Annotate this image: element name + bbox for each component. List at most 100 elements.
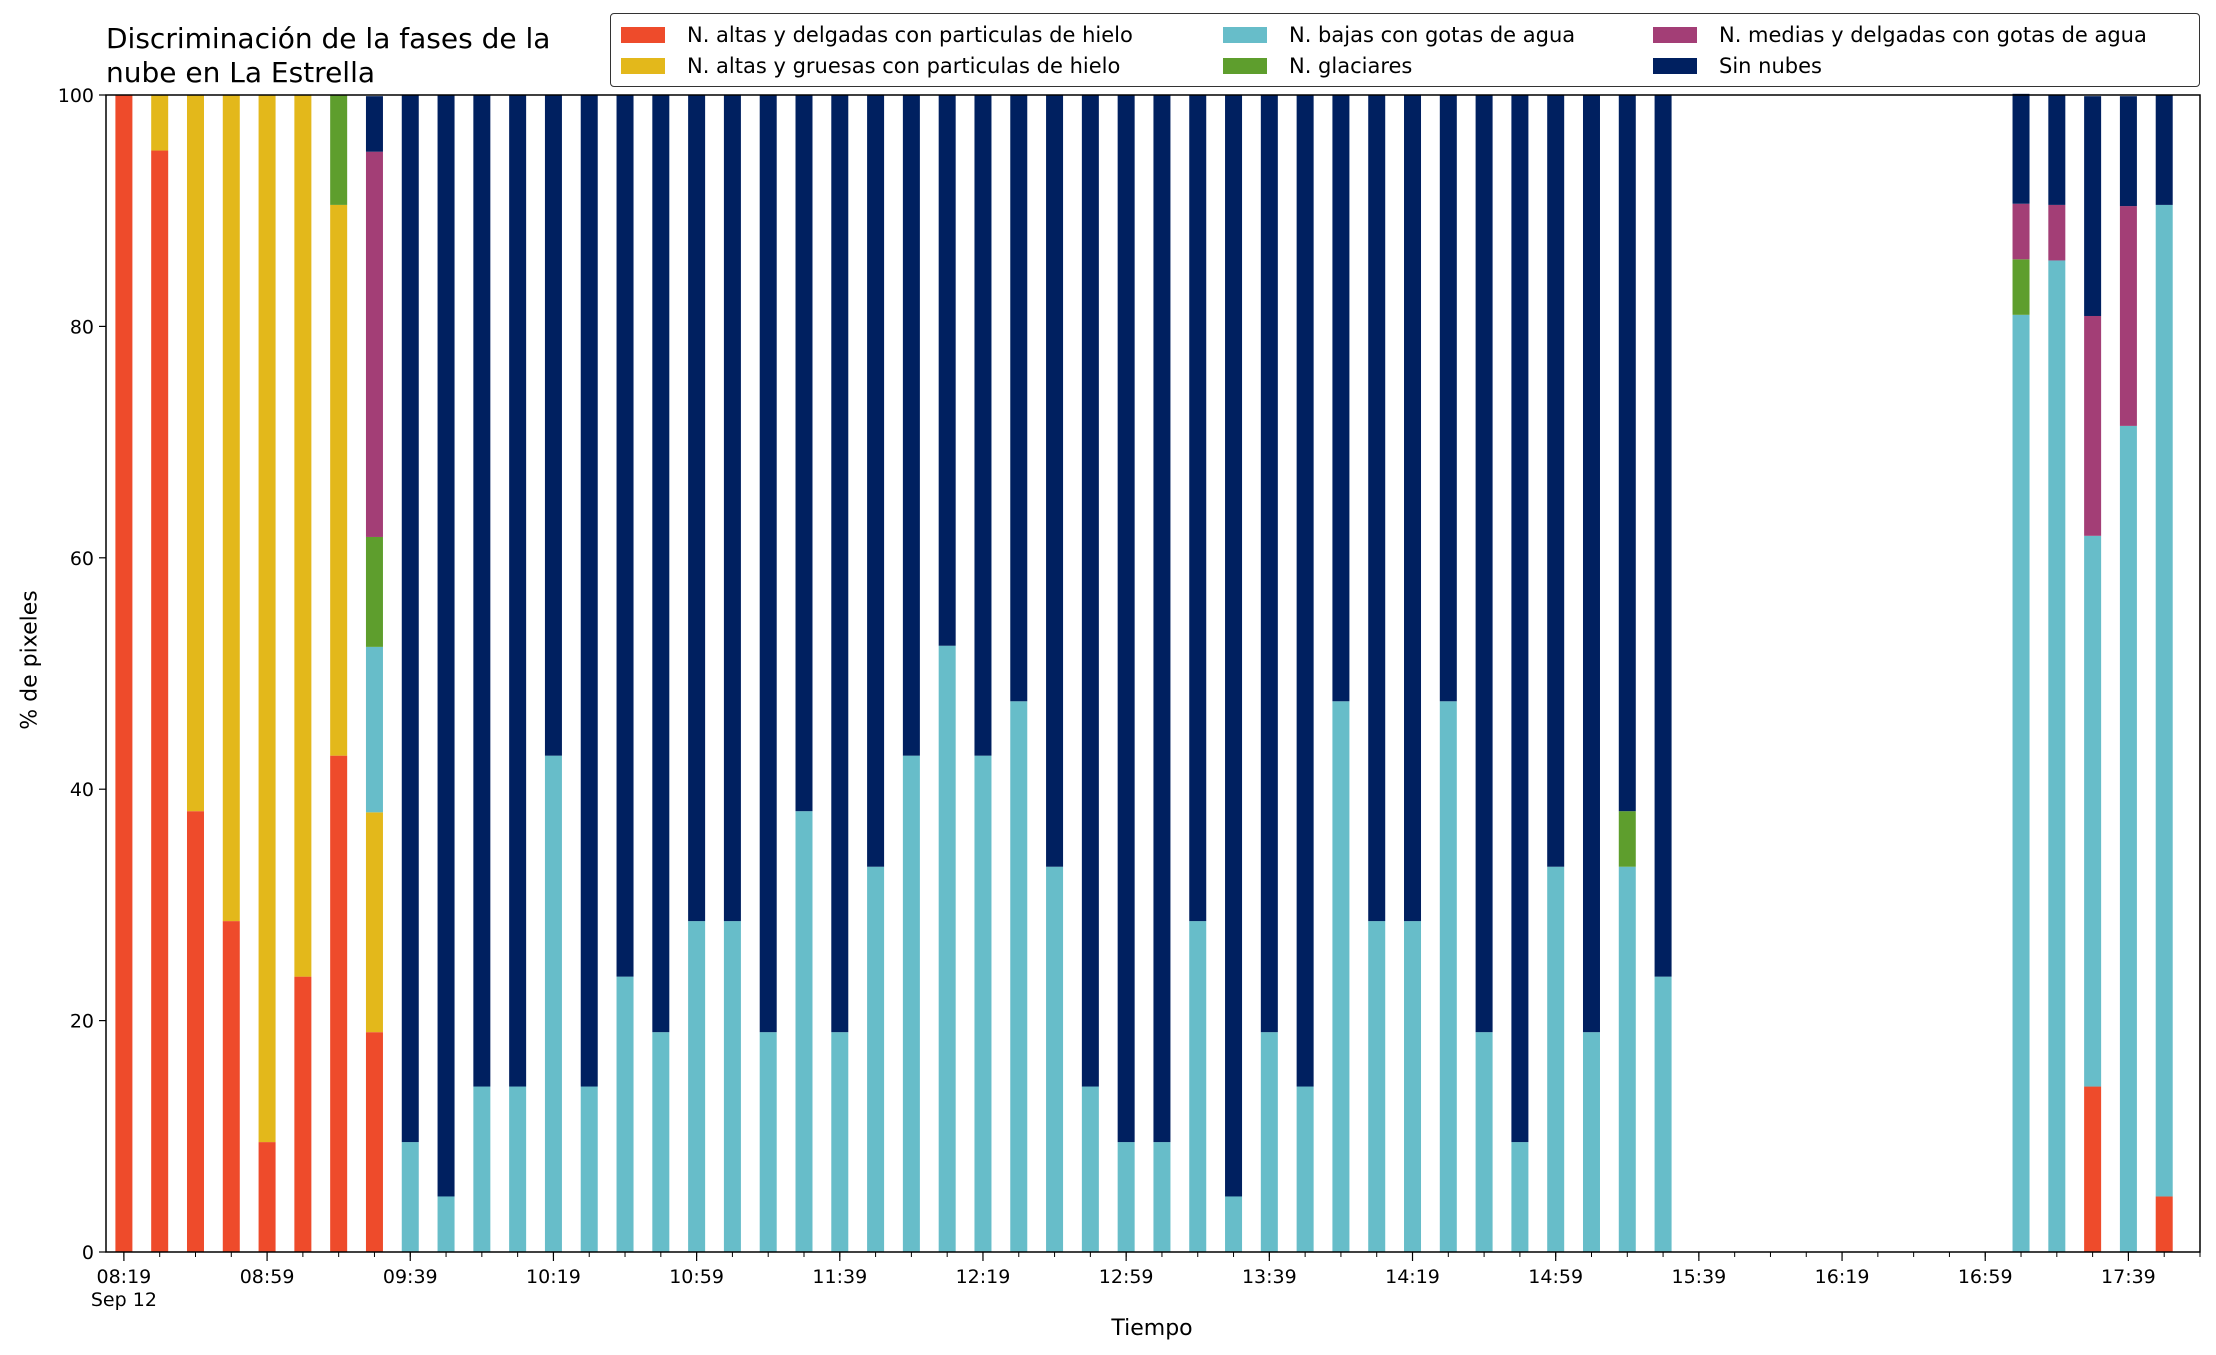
bar-segment (1010, 701, 1028, 1252)
bar-segment (1547, 95, 1565, 867)
x-tick-label: 11:39 (812, 1266, 867, 1288)
bar-segment (2119, 96, 2137, 207)
bar-segment (1225, 1196, 1243, 1252)
bar-segment (2084, 315, 2102, 536)
bar-segment (1511, 95, 1529, 1143)
bar-segment (688, 95, 706, 922)
bar-segment (401, 95, 419, 1143)
bar-segment (616, 976, 634, 1252)
bar-segment (902, 755, 920, 1252)
bar-segment (1582, 1032, 1600, 1252)
legend-item: N. glaciares (1223, 51, 1412, 81)
bar-segment (2119, 425, 2137, 1252)
legend-swatch (621, 27, 665, 43)
bar-segment (1260, 95, 1278, 1033)
bar-segment (795, 811, 813, 1252)
bars-group (115, 93, 2173, 1253)
bar-segment (2048, 204, 2066, 261)
legend-swatch (1223, 27, 1267, 43)
bar-segment (1547, 866, 1565, 1252)
x-axis-label: Tiempo (1111, 1316, 1193, 1341)
legend-item: N. altas y delgadas con particulas de hi… (621, 20, 1133, 50)
bar-segment (1225, 95, 1243, 1197)
bar-segment (1404, 95, 1422, 922)
bar-segment (1332, 95, 1350, 702)
bar-segment (580, 1086, 598, 1252)
bar-segment (688, 921, 706, 1252)
bar-segment (1046, 866, 1064, 1252)
bar-segment (1260, 1032, 1278, 1252)
bar-segment (2048, 95, 2066, 205)
bar-segment (1296, 1086, 1314, 1252)
bar-segment (1117, 95, 1135, 1143)
bar-segment (401, 1142, 419, 1252)
bar-segment (1439, 701, 1457, 1252)
bar-segment (115, 95, 133, 1252)
x-tick-label: 13:39 (1242, 1266, 1297, 1288)
bar-segment (759, 95, 777, 1033)
bar-segment (723, 921, 741, 1252)
bar-segment (1153, 95, 1171, 1143)
legend-swatch (1653, 58, 1697, 74)
bar-segment (365, 646, 383, 813)
bar-segment (1439, 95, 1457, 702)
bar-segment (365, 1032, 383, 1252)
bar-segment (974, 95, 992, 756)
bar-segment (1117, 1142, 1135, 1252)
y-tick-label: 20 (70, 1011, 94, 1033)
bar-segment (330, 755, 348, 1252)
y-tick-label: 80 (70, 316, 94, 338)
legend-label: N. altas y gruesas con particulas de hie… (687, 54, 1121, 78)
bar-segment (1475, 1032, 1493, 1252)
legend-swatch (621, 58, 665, 74)
bar-segment (222, 95, 240, 922)
bar-segment (509, 1086, 527, 1252)
bar-segment (938, 95, 956, 646)
bar-segment (2155, 1196, 2173, 1252)
bar-segment (580, 95, 598, 1087)
bar-segment (1618, 811, 1636, 867)
y-tick-label: 100 (58, 85, 94, 107)
x-tick-label: 09:39 (383, 1266, 438, 1288)
bar-segment (831, 95, 849, 1033)
x-tick-label: 12:59 (1099, 1266, 1154, 1288)
bar-segment (186, 95, 204, 812)
bar-segment (1153, 1142, 1171, 1252)
bar-segment (1332, 701, 1350, 1252)
bar-segment (222, 921, 240, 1252)
bar-segment (151, 95, 169, 151)
bar-segment (1618, 866, 1636, 1252)
bar-segment (1404, 921, 1422, 1252)
bar-segment (2155, 95, 2173, 205)
x-tick-label: 12:19 (956, 1266, 1011, 1288)
legend-swatch (1653, 27, 1697, 43)
bar-segment (1081, 95, 1099, 1087)
bar-segment (294, 95, 312, 977)
bar-segment (795, 95, 813, 812)
bar-segment (1582, 95, 1600, 1033)
x-tick-label: 17:39 (2101, 1266, 2156, 1288)
x-tick-label: 14:59 (1528, 1266, 1583, 1288)
x-tick-label: 10:19 (526, 1266, 581, 1288)
bar-segment (258, 1142, 276, 1252)
bar-segment (2084, 1086, 2102, 1252)
bar-segment (186, 811, 204, 1252)
bar-segment (544, 95, 562, 756)
legend-swatch (1223, 58, 1267, 74)
bar-segment (1081, 1086, 1099, 1252)
bar-segment (365, 96, 383, 152)
bar-segment (1189, 921, 1207, 1252)
bar-segment (473, 1086, 491, 1252)
bar-segment (867, 866, 885, 1252)
x-tick-label: 14:19 (1385, 1266, 1440, 1288)
bar-segment (544, 755, 562, 1252)
x-tick-label: 15:39 (1671, 1266, 1726, 1288)
chart-title: Discriminación de la fases de la nube en… (106, 22, 551, 89)
bar-segment (2155, 204, 2173, 1197)
x-tick-label: 08:19 Sep 12 (91, 1266, 157, 1311)
x-tick-label: 08:59 (240, 1266, 295, 1288)
bar-segment (2048, 260, 2066, 1252)
x-tick-label: 10:59 (669, 1266, 724, 1288)
y-tick-label: 0 (82, 1242, 94, 1264)
